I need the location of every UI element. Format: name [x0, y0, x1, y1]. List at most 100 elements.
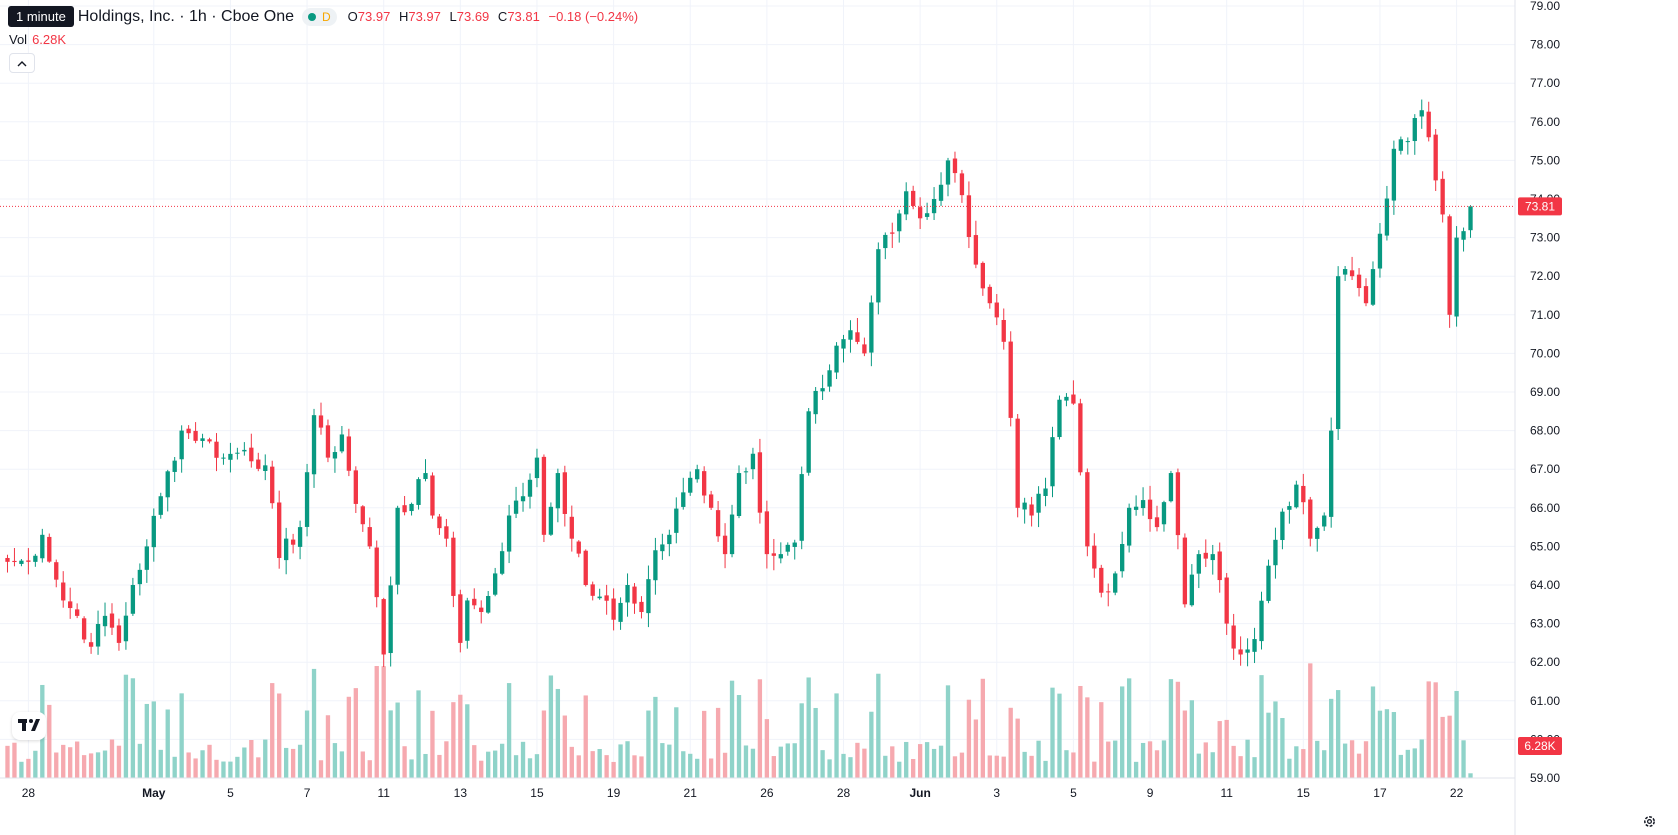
candle	[562, 465, 567, 527]
candle	[1120, 531, 1125, 578]
candle-body	[848, 330, 853, 340]
chart-settings-button[interactable]	[1642, 814, 1657, 832]
candle	[102, 602, 108, 637]
candle-body	[1106, 591, 1111, 593]
volume-value: 6.28K	[32, 32, 67, 47]
volume-bar	[736, 695, 742, 778]
volume-bar	[193, 758, 198, 778]
tradingview-logo[interactable]	[12, 712, 46, 740]
candle	[1356, 268, 1362, 297]
candle	[555, 468, 561, 523]
volume-bar	[458, 694, 463, 778]
candle-body	[590, 584, 595, 596]
volume-bar	[625, 741, 630, 778]
candle	[1126, 503, 1132, 553]
volume-bar	[33, 750, 38, 778]
candle	[1064, 393, 1069, 407]
candle-body	[904, 191, 909, 215]
time-tick-label: 28	[22, 786, 36, 800]
candle	[869, 295, 874, 367]
candle	[1196, 550, 1201, 589]
candle	[757, 438, 763, 524]
candle-body	[1356, 274, 1362, 289]
volume-bar	[1050, 687, 1055, 778]
candle-body	[743, 471, 749, 473]
candle	[1301, 473, 1306, 515]
volume-bar	[604, 755, 609, 778]
volume-bar	[1377, 710, 1383, 778]
grid-lines	[0, 0, 1515, 779]
candle	[1092, 533, 1097, 578]
candle	[1322, 512, 1327, 531]
volume-bar	[1057, 693, 1062, 778]
volume-bar	[1329, 698, 1334, 778]
collapse-legend-button[interactable]	[9, 53, 35, 73]
volume-bar	[263, 739, 268, 778]
volume-bar	[123, 674, 129, 778]
volume-bar	[207, 744, 212, 778]
candle-body	[660, 544, 665, 552]
candle-body	[702, 471, 707, 496]
candle	[1315, 526, 1320, 552]
candle	[1238, 636, 1243, 666]
candle	[235, 447, 240, 460]
candle-body	[102, 615, 108, 627]
candle-body	[402, 505, 407, 513]
volume-bar	[897, 761, 902, 778]
candle-body	[1342, 269, 1348, 275]
volume-bar	[764, 719, 770, 778]
candle	[973, 220, 979, 269]
candle	[1106, 583, 1111, 607]
volume-bar	[228, 761, 233, 778]
time-tick-label: 9	[1147, 786, 1154, 800]
volume-bar	[890, 746, 895, 778]
candle	[304, 463, 310, 537]
candle-body	[1322, 515, 1327, 527]
candle	[249, 433, 254, 468]
candle-body	[562, 472, 567, 514]
candle	[743, 467, 749, 484]
candle-body	[785, 544, 790, 552]
candle-body	[938, 184, 944, 201]
time-tick-label: 5	[1070, 786, 1077, 800]
candle-body	[249, 447, 254, 462]
volume-bar	[1252, 757, 1257, 778]
candle-body	[1308, 499, 1313, 539]
candle	[1217, 542, 1222, 593]
candle	[604, 584, 609, 615]
volume-bar	[311, 668, 317, 778]
symbol-title[interactable]: Holdings, Inc. · 1h · Cboe One	[77, 7, 294, 25]
candle	[186, 425, 191, 440]
volume-bar	[548, 675, 554, 778]
candle-body	[416, 479, 421, 505]
candle-body	[583, 550, 588, 585]
candle	[395, 505, 400, 595]
candle-body	[1140, 500, 1146, 509]
volume-bar	[771, 756, 776, 778]
candle-body	[1161, 502, 1167, 525]
volume-bar	[646, 710, 651, 778]
volume-bar	[1245, 739, 1250, 778]
close-value: 73.81	[507, 9, 540, 24]
price-tick-label: 61.00	[1530, 694, 1560, 708]
candle-body	[158, 496, 163, 515]
candle	[109, 603, 115, 636]
candle-body	[869, 302, 874, 353]
volume-bar	[1370, 686, 1376, 778]
price-tick-label: 79.00	[1530, 0, 1560, 13]
volume-bar	[26, 758, 31, 778]
candle	[674, 497, 679, 544]
price-tick-label: 68.00	[1530, 424, 1560, 438]
candle-body	[123, 615, 129, 642]
last-price-line: 73.81 6.28K	[0, 197, 1562, 755]
candle	[95, 610, 101, 655]
candle	[256, 452, 261, 472]
candle-body	[1454, 237, 1459, 317]
volume-bar	[987, 755, 992, 778]
volume-bar	[959, 752, 965, 778]
low-value: 73.69	[456, 9, 490, 24]
candle	[520, 482, 526, 512]
price-tick-label: 59.00	[1530, 771, 1560, 785]
status-pills[interactable]: D	[301, 7, 337, 26]
volume-bar	[353, 688, 358, 778]
